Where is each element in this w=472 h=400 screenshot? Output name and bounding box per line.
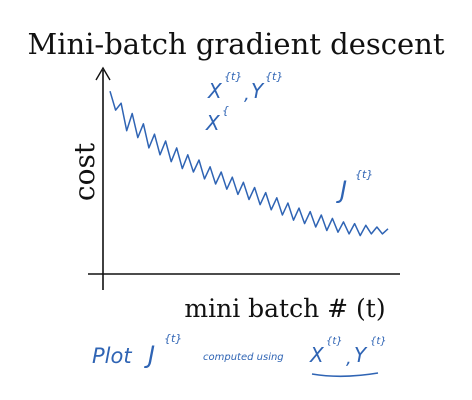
note-x-sup: {t} (326, 336, 343, 347)
annotation-y-batch-sup: {t} (265, 70, 283, 83)
annotation-x-partial: X { (205, 104, 229, 135)
annotation-j: J (336, 176, 347, 204)
annotation-x-batch: X (207, 79, 223, 103)
note-comma: , (346, 348, 352, 369)
note-plot-word: Plot (92, 344, 132, 368)
annotation-y-batch: Y (251, 79, 265, 103)
series-line-0 (109, 90, 389, 237)
x-axis-label: mini batch # (t) (184, 294, 385, 323)
annotation-xy-batch: X {t} , Y {t} (207, 70, 283, 105)
series-layer (109, 90, 389, 237)
note-underline (311, 372, 379, 378)
note-x: X (309, 343, 325, 367)
annotation-j-sup: {t} (355, 168, 373, 181)
y-axis-label: cost (68, 142, 101, 201)
chart-title: Mini-batch gradient descent (28, 27, 445, 61)
annotation-x-batch-sup: {t} (224, 70, 242, 83)
note-j-sup: {t} (164, 332, 182, 345)
annotation-j-cost: J {t} (336, 168, 373, 204)
annotation-x-partial-letter: X (205, 111, 221, 135)
note-y-sup: {t} (370, 336, 387, 347)
note-computed-using: computed using (203, 352, 284, 363)
annotation-comma: , (244, 84, 250, 105)
note-y: Y (354, 343, 368, 367)
annotation-plot-note: Plot J {t} computed using X {t} , Y {t} (92, 332, 387, 378)
y-axis-arrowhead (95, 66, 111, 81)
annotation-x-partial-sup: { (222, 104, 229, 117)
note-j: J (144, 341, 155, 369)
